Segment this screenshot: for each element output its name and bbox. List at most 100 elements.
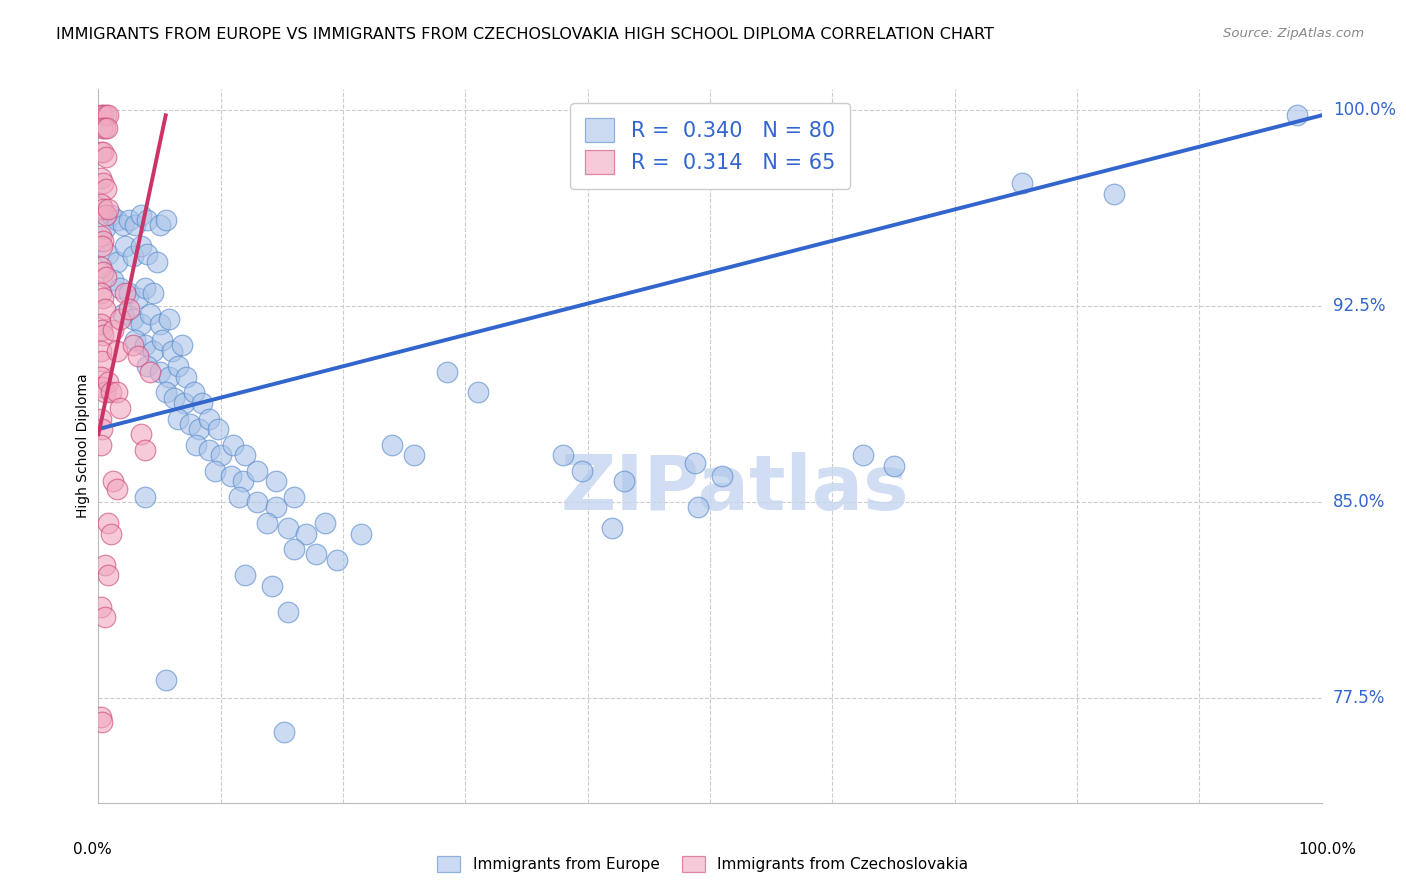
Point: [129, 318, 152, 332]
Point: [124, 218, 146, 232]
Text: 100.0%: 100.0%: [1333, 101, 1396, 120]
Point: [246, 464, 269, 478]
Point: [121, 250, 143, 264]
Point: [105, 213, 128, 227]
Point: [97, 516, 120, 530]
Point: [157, 312, 180, 326]
Point: [94, 181, 117, 195]
Point: [146, 254, 169, 268]
Point: [155, 213, 177, 227]
Point: [187, 422, 209, 436]
Point: [97, 568, 120, 582]
Point: [277, 521, 299, 535]
Point: [264, 475, 287, 489]
Point: [305, 548, 328, 562]
Point: [183, 385, 205, 400]
Point: [571, 464, 593, 478]
Point: [100, 385, 122, 400]
Text: 85.0%: 85.0%: [1333, 493, 1385, 511]
Point: [402, 448, 425, 462]
Point: [150, 333, 173, 347]
Point: [91, 354, 114, 368]
Point: [90, 709, 112, 723]
Text: 77.5%: 77.5%: [1333, 690, 1385, 707]
Point: [94, 150, 117, 164]
Point: [155, 385, 177, 400]
Point: [139, 307, 162, 321]
Point: [134, 281, 156, 295]
Point: [110, 281, 132, 295]
Point: [176, 369, 198, 384]
Point: [160, 343, 183, 358]
Point: [90, 318, 112, 332]
Point: [163, 391, 186, 405]
Point: [170, 338, 193, 352]
Point: [100, 526, 122, 541]
Point: [94, 270, 117, 285]
Point: [197, 442, 219, 457]
Point: [90, 369, 112, 384]
Point: [105, 385, 128, 400]
Point: [90, 411, 112, 425]
Point: [105, 254, 128, 268]
Point: [685, 456, 707, 470]
Point: [90, 286, 112, 301]
Point: [129, 208, 152, 222]
Point: [553, 448, 575, 462]
Point: [1011, 176, 1033, 190]
Point: [101, 273, 124, 287]
Point: [222, 438, 245, 452]
Point: [93, 558, 115, 572]
Point: [97, 202, 120, 217]
Point: [600, 521, 623, 535]
Point: [90, 599, 112, 614]
Point: [93, 610, 115, 624]
Point: [111, 307, 134, 321]
Point: [277, 605, 299, 619]
Point: [100, 208, 122, 222]
Point: [127, 349, 149, 363]
Point: [273, 725, 295, 739]
Point: [149, 364, 172, 378]
Point: [157, 369, 180, 384]
Point: [186, 438, 208, 452]
Point: [97, 108, 120, 122]
Point: [149, 318, 172, 332]
Point: [118, 286, 141, 301]
Point: [121, 312, 143, 326]
Text: IMMIGRANTS FROM EUROPE VS IMMIGRANTS FROM CZECHOSLOVAKIA HIGH SCHOOL DIPLOMA COR: IMMIGRANTS FROM EUROPE VS IMMIGRANTS FRO…: [56, 27, 994, 42]
Point: [114, 239, 136, 253]
Point: [91, 422, 114, 436]
Point: [118, 301, 141, 316]
Point: [90, 171, 112, 186]
Point: [142, 343, 165, 358]
Point: [314, 516, 336, 530]
Point: [94, 208, 117, 222]
Point: [105, 482, 128, 496]
Point: [114, 286, 136, 301]
Point: [94, 108, 117, 122]
Point: [233, 448, 256, 462]
Legend: Immigrants from Europe, Immigrants from Czechoslovakia: Immigrants from Europe, Immigrants from …: [430, 848, 976, 880]
Point: [136, 213, 159, 227]
Point: [191, 396, 214, 410]
Point: [93, 301, 115, 316]
Point: [91, 234, 114, 248]
Point: [142, 286, 165, 301]
Text: 0.0%: 0.0%: [73, 842, 111, 857]
Point: [167, 411, 190, 425]
Point: [350, 526, 373, 541]
Point: [219, 469, 242, 483]
Text: 100.0%: 100.0%: [1299, 842, 1357, 857]
Point: [121, 338, 143, 352]
Point: [110, 401, 132, 416]
Point: [134, 442, 156, 457]
Point: [136, 359, 159, 374]
Point: [91, 145, 114, 159]
Point: [167, 359, 190, 374]
Point: [129, 239, 152, 253]
Point: [101, 475, 124, 489]
Point: [91, 291, 114, 305]
Y-axis label: High School Diploma: High School Diploma: [76, 374, 90, 518]
Point: [90, 108, 112, 122]
